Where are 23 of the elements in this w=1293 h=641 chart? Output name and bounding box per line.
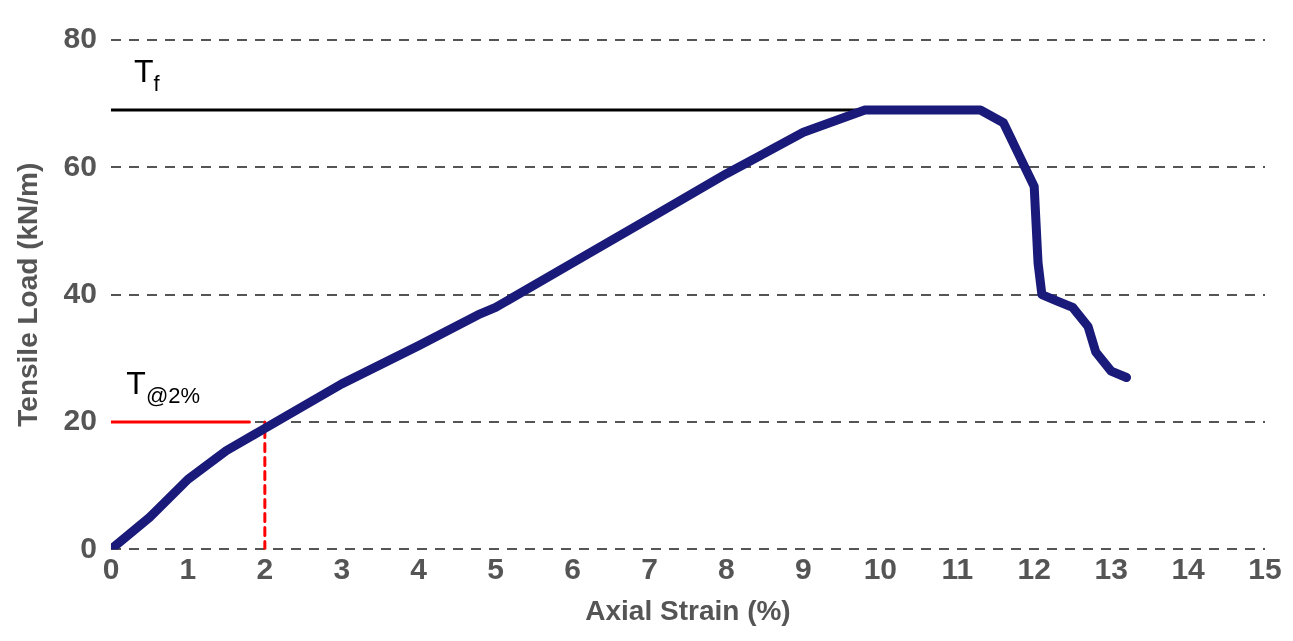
- x-tick-label: 7: [641, 551, 658, 585]
- x-tick-label: 4: [410, 551, 428, 585]
- y-axis-title: Tensile Load (kN/m): [11, 162, 43, 427]
- y-tick-label: 20: [63, 403, 97, 437]
- x-tick-label: 10: [863, 551, 898, 585]
- x-tick-label: 13: [1094, 551, 1128, 585]
- x-tick-label: 8: [718, 551, 735, 585]
- y-tick-label: 40: [63, 275, 97, 309]
- x-tick-label: 2: [256, 551, 274, 585]
- x-tick-label: 14: [1171, 551, 1206, 585]
- x-tick-label: 5: [487, 551, 504, 585]
- x-tick-label: 12: [1017, 551, 1051, 585]
- x-tick-label: 15: [1248, 551, 1282, 585]
- x-tick-label: 1: [179, 551, 197, 585]
- x-tick-label: 0: [102, 551, 120, 585]
- x-axis-title: Axial Strain (%): [585, 594, 791, 626]
- x-tick-label: 6: [564, 551, 581, 585]
- y-tick-label: 0: [80, 530, 97, 564]
- y-tick-label: 60: [63, 148, 97, 182]
- x-tick-label: 3: [333, 551, 351, 585]
- y-tick-label: 80: [63, 21, 97, 55]
- x-tick-label: 11: [941, 551, 974, 585]
- x-tick-label: 9: [795, 551, 812, 585]
